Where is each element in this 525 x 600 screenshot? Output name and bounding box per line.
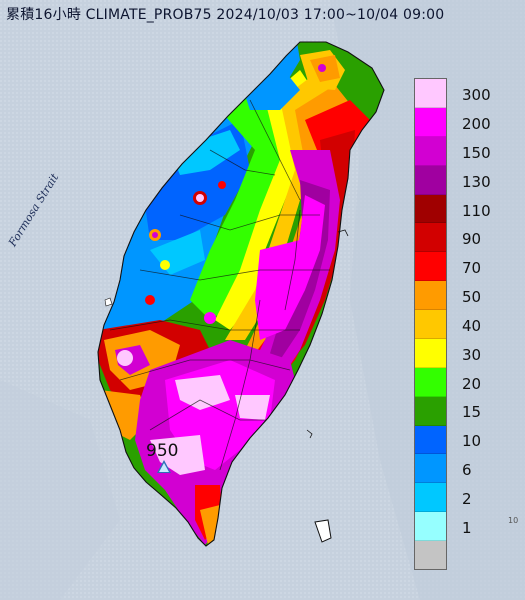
legend-label: 70 (462, 259, 482, 278)
legend-label: 30 (462, 345, 482, 364)
legend-swatch (415, 310, 446, 339)
legend-swatch (415, 483, 446, 513)
legend-swatch (415, 136, 446, 166)
legend-label: 50 (462, 288, 482, 307)
legend-label: 130 (462, 172, 491, 191)
legend-label: 6 (462, 461, 472, 479)
legend-swatch (415, 425, 446, 455)
color-legend (414, 78, 447, 570)
small-island (104, 297, 113, 307)
legend-swatch (415, 541, 446, 569)
legend-swatch (415, 396, 446, 426)
legend-label: 15 (462, 403, 482, 422)
county-boundaries (109, 99, 330, 471)
edge-mark: 10 (508, 516, 519, 525)
legend-swatch (415, 338, 446, 368)
legend-label: 150 (462, 143, 491, 162)
legend-label: 300 (462, 86, 491, 105)
legend-label: 20 (462, 374, 482, 393)
legend-label: 2 (462, 489, 472, 508)
legend-swatch (415, 252, 446, 282)
legend-label: 110 (462, 201, 491, 220)
map-title: 累積16小時 CLIMATE_PROB75 2024/10/03 17:00~1… (6, 7, 445, 23)
legend-swatch (415, 281, 446, 310)
peak-triangle-icon (157, 460, 171, 473)
legend-label: 40 (462, 316, 482, 335)
legend-swatch (415, 165, 446, 195)
legend-labels: 300 200 150 130 110 90 70 50 40 30 20 15 10 6 2 1 (462, 88, 522, 545)
legend-swatch (415, 194, 446, 224)
legend-label: 200 (462, 115, 491, 134)
peak-value-label: 950 (146, 441, 179, 461)
green-island (314, 519, 332, 543)
legend-label: 10 (462, 432, 482, 451)
legend-swatch (415, 107, 446, 137)
legend-swatch (415, 79, 446, 108)
legend-label: 1 (462, 518, 472, 537)
legend-swatch (415, 512, 446, 541)
legend-swatch (415, 223, 446, 253)
legend-label: 90 (462, 230, 482, 249)
legend-swatch (415, 454, 446, 484)
legend-swatch (415, 367, 446, 397)
